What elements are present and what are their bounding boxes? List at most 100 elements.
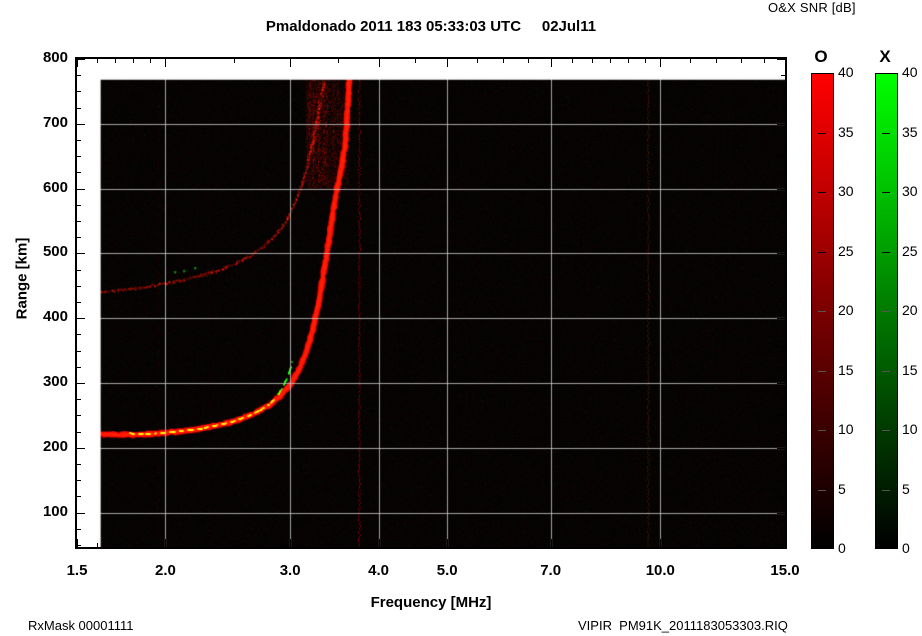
y-tick-minor (781, 464, 786, 465)
y-tick-minor (781, 221, 786, 222)
colorbar-tick-label: 10 (838, 421, 854, 437)
x-tick-minor (528, 543, 529, 548)
colorbar-tick-label: 5 (902, 481, 910, 497)
x-tick-minor (150, 58, 151, 63)
colorbar-tick-label: 40 (902, 64, 918, 80)
y-tick-minor (781, 237, 786, 238)
y-tick-minor (781, 480, 786, 481)
colorbar-tick-label: 35 (902, 124, 918, 140)
y-tick-label: 100 (8, 503, 68, 520)
chart-title: Pmaldonado 2011 183 05:33:03 UTC 02Jul11 (75, 18, 787, 35)
y-tick-minor (76, 302, 81, 303)
colorbar-tick-label: 20 (902, 302, 918, 318)
x-tick-minor (572, 58, 573, 63)
y-tick-minor (76, 140, 81, 141)
x-tick-minor (477, 543, 478, 548)
y-tick-major (76, 124, 85, 125)
y-tick-minor (781, 529, 786, 530)
y-tick-major (777, 448, 786, 449)
y-tick-major (777, 124, 786, 125)
x-tick-major (660, 539, 661, 548)
x-tick-label: 15.0 (750, 562, 820, 579)
x-tick-minor (528, 58, 529, 63)
x-tick-minor (645, 543, 646, 548)
x-tick-minor (415, 58, 416, 63)
y-axis-title: Range [km] (14, 209, 31, 349)
colorbar-tick-label: 15 (838, 362, 854, 378)
colorbar-tick (882, 311, 890, 312)
colorbar-tick-label: 10 (902, 421, 918, 437)
x-tick-minor (716, 543, 717, 548)
y-tick-label: 200 (8, 438, 68, 455)
y-tick-minor (76, 205, 81, 206)
colorbar-tick-label: 30 (838, 183, 854, 199)
x-tick-major (290, 539, 291, 548)
y-tick-minor (76, 432, 81, 433)
y-tick-minor (781, 108, 786, 109)
x-tick-minor (690, 543, 691, 548)
colorbar-tick (882, 133, 890, 134)
x-tick-minor (592, 543, 593, 548)
x-tick-minor (610, 58, 611, 63)
x-tick-minor (234, 58, 235, 63)
colorbar-tick (882, 192, 890, 193)
colorbar-tick (818, 192, 826, 193)
x-tick-minor (716, 58, 717, 63)
y-tick-major (777, 383, 786, 384)
y-tick-label: 300 (8, 373, 68, 390)
x-tick-label: 5.0 (412, 562, 482, 579)
y-tick-minor (76, 480, 81, 481)
x-tick-major (660, 58, 661, 67)
y-tick-minor (781, 140, 786, 141)
x-tick-minor (97, 58, 98, 63)
y-tick-label: 800 (8, 49, 68, 66)
x-tick-minor (610, 543, 611, 548)
colorbar-tick (818, 252, 826, 253)
x-tick-minor (741, 58, 742, 63)
y-tick-label: 700 (8, 114, 68, 131)
x-tick-major (379, 539, 380, 548)
y-tick-minor (781, 270, 786, 271)
colorbar-tick-label: 0 (838, 540, 846, 556)
y-tick-minor (781, 399, 786, 400)
colorbar-tick-label: 25 (838, 243, 854, 259)
x-tick-minor (628, 543, 629, 548)
x-tick-minor (572, 543, 573, 548)
x-tick-minor (338, 543, 339, 548)
y-tick-minor (781, 545, 786, 546)
x-tick-minor (415, 543, 416, 548)
y-tick-minor (781, 286, 786, 287)
footer-rxmask: RxMask 00001111 (28, 618, 134, 633)
x-tick-label: 7.0 (516, 562, 586, 579)
colorbar-tick-label: 40 (838, 64, 854, 80)
footer-filename: VIPIR PM91K_2011183053303.RIQ (578, 618, 788, 633)
y-tick-major (777, 59, 786, 60)
y-tick-major (777, 318, 786, 319)
colorbar-tick (818, 311, 826, 312)
y-tick-minor (781, 415, 786, 416)
x-tick-minor (503, 543, 504, 548)
y-tick-minor (76, 351, 81, 352)
y-tick-label: 600 (8, 179, 68, 196)
x-tick-major (447, 58, 448, 67)
x-tick-major (447, 539, 448, 548)
colorbar-header: O&X SNR [dB] (768, 0, 856, 15)
colorbar-tick-label: 20 (838, 302, 854, 318)
y-tick-minor (76, 75, 81, 76)
x-tick-minor (477, 58, 478, 63)
x-tick-minor (690, 58, 691, 63)
y-tick-major (76, 383, 85, 384)
colorbar-tick (818, 430, 826, 431)
ionogram-canvas (77, 59, 785, 547)
y-tick-minor (781, 302, 786, 303)
colorbar-o-title: O (801, 47, 841, 67)
y-tick-major (76, 513, 85, 514)
x-tick-label: 10.0 (625, 562, 695, 579)
x-tick-minor (150, 543, 151, 548)
y-tick-minor (76, 286, 81, 287)
y-tick-minor (781, 75, 786, 76)
colorbar-tick-label: 30 (902, 183, 918, 199)
y-tick-major (76, 253, 85, 254)
y-tick-major (777, 253, 786, 254)
colorbar-tick (818, 133, 826, 134)
